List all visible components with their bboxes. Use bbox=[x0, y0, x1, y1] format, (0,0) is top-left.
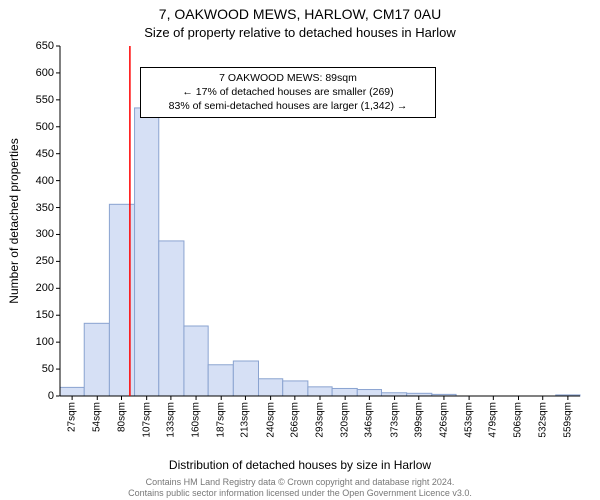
x-tick-label: 506sqm bbox=[513, 402, 524, 438]
x-tick-label: 373sqm bbox=[389, 402, 400, 438]
x-tick-label: 80sqm bbox=[116, 402, 127, 432]
histogram-plot: 7 OAKWOOD MEWS: 89sqm ← 17% of detached … bbox=[60, 46, 580, 396]
histogram-bar bbox=[208, 365, 233, 396]
x-tick-label: 240sqm bbox=[265, 402, 276, 438]
histogram-bar bbox=[233, 361, 258, 396]
x-tick-label: 187sqm bbox=[216, 402, 227, 438]
x-tick-label: 133sqm bbox=[165, 402, 176, 438]
page-title: 7, OAKWOOD MEWS, HARLOW, CM17 0AU bbox=[0, 0, 600, 23]
info-box-line2: ← 17% of detached houses are smaller (26… bbox=[147, 85, 429, 99]
page-subtitle: Size of property relative to detached ho… bbox=[0, 23, 600, 40]
y-tick-label: 350 bbox=[14, 202, 54, 214]
y-tick-label: 300 bbox=[14, 228, 54, 240]
x-tick-label: 54sqm bbox=[92, 402, 103, 432]
footnote-line2: Contains public sector information licen… bbox=[0, 488, 600, 498]
x-axis-label: Distribution of detached houses by size … bbox=[0, 458, 600, 472]
y-tick-label: 150 bbox=[14, 309, 54, 321]
histogram-bar bbox=[60, 387, 84, 396]
histogram-bar bbox=[135, 108, 159, 396]
histogram-bar bbox=[332, 388, 357, 396]
y-tick-label: 550 bbox=[14, 94, 54, 106]
x-tick-label: 107sqm bbox=[141, 402, 152, 438]
histogram-bar bbox=[159, 241, 184, 396]
y-tick-label: 0 bbox=[14, 390, 54, 402]
info-box: 7 OAKWOOD MEWS: 89sqm ← 17% of detached … bbox=[140, 67, 436, 118]
x-tick-label: 27sqm bbox=[67, 402, 78, 432]
x-tick-label: 426sqm bbox=[438, 402, 449, 438]
x-tick-label: 293sqm bbox=[315, 402, 326, 438]
y-tick-label: 650 bbox=[14, 40, 54, 52]
histogram-bar bbox=[357, 390, 381, 396]
x-tick-label: 266sqm bbox=[289, 402, 300, 438]
histogram-bar bbox=[258, 379, 282, 396]
y-tick-label: 600 bbox=[14, 67, 54, 79]
x-tick-label: 399sqm bbox=[413, 402, 424, 438]
x-tick-label: 479sqm bbox=[488, 402, 499, 438]
histogram-bar bbox=[283, 381, 308, 396]
histogram-bar bbox=[109, 204, 134, 396]
footnote: Contains HM Land Registry data © Crown c… bbox=[0, 477, 600, 498]
y-axis-label: Number of detached properties bbox=[7, 138, 21, 303]
y-tick-label: 200 bbox=[14, 282, 54, 294]
y-tick-label: 450 bbox=[14, 148, 54, 160]
x-tick-label: 346sqm bbox=[364, 402, 375, 438]
histogram-bar bbox=[184, 326, 208, 396]
y-tick-label: 500 bbox=[14, 121, 54, 133]
footnote-line1: Contains HM Land Registry data © Crown c… bbox=[0, 477, 600, 487]
x-tick-label: 320sqm bbox=[340, 402, 351, 438]
histogram-bar bbox=[84, 323, 109, 396]
y-tick-label: 250 bbox=[14, 255, 54, 267]
x-tick-label: 160sqm bbox=[191, 402, 202, 438]
x-tick-label: 213sqm bbox=[240, 402, 251, 438]
y-tick-label: 50 bbox=[14, 363, 54, 375]
info-box-line3: 83% of semi-detached houses are larger (… bbox=[147, 99, 429, 113]
x-tick-label: 559sqm bbox=[562, 402, 573, 438]
histogram-bar bbox=[308, 387, 332, 396]
info-box-line1: 7 OAKWOOD MEWS: 89sqm bbox=[147, 71, 429, 85]
x-tick-label: 453sqm bbox=[464, 402, 475, 438]
y-tick-label: 400 bbox=[14, 175, 54, 187]
y-tick-label: 100 bbox=[14, 336, 54, 348]
x-tick-label: 532sqm bbox=[537, 402, 548, 438]
